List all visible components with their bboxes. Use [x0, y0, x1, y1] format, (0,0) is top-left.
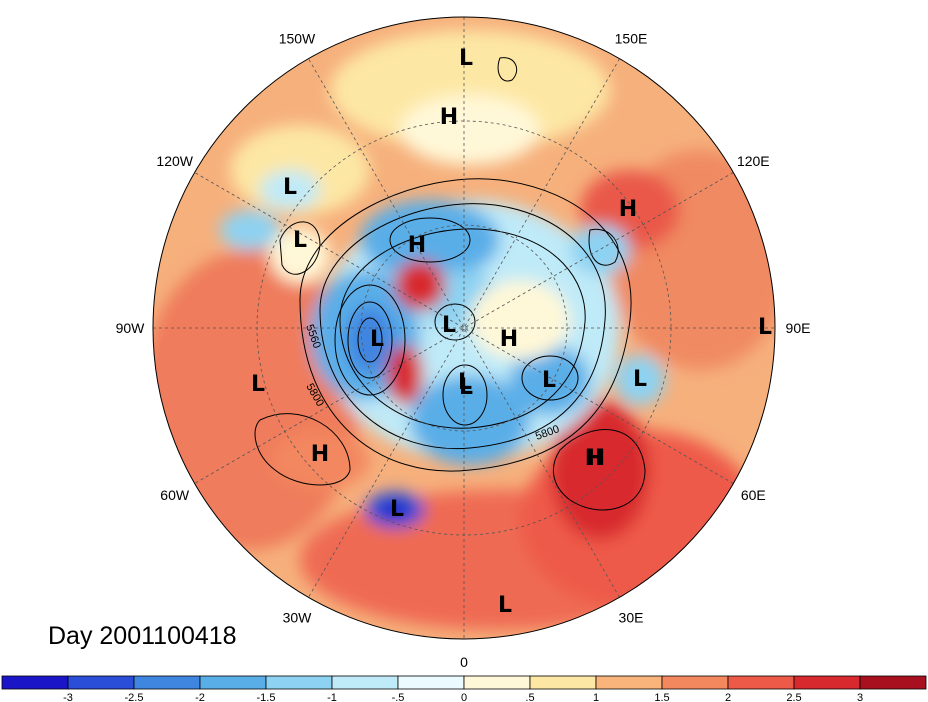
colorbar-swatch	[1, 675, 69, 690]
colorbar-tick-label: 1.5	[654, 692, 669, 702]
low-pressure-label: L	[293, 228, 307, 253]
colorbar-swatch	[331, 675, 399, 690]
colorbar-swatch	[727, 675, 795, 690]
colorbar-swatch	[595, 675, 663, 690]
colorbar-tick-label: -1	[327, 692, 337, 702]
longitude-label: 120E	[737, 153, 770, 169]
low-pressure-label: L	[633, 367, 647, 392]
high-pressure-label: H	[500, 327, 518, 352]
longitude-label: 0	[460, 654, 468, 670]
high-pressure-label: H	[585, 446, 603, 471]
low-pressure-label: L	[458, 370, 472, 395]
colorbar-tick-label: .5	[525, 692, 534, 702]
low-pressure-label: L	[390, 497, 404, 522]
longitude-label: 150W	[279, 31, 316, 47]
low-pressure-label: L	[542, 368, 556, 393]
high-pressure-label: H	[587, 446, 605, 471]
colorbar-swatch	[67, 675, 135, 690]
colorbar-swatch	[529, 675, 597, 690]
longitude-label: 30W	[283, 609, 313, 625]
longitude-label: 90E	[786, 320, 811, 336]
colorbar-tick-label: -3	[63, 692, 73, 702]
high-pressure-label: H	[440, 105, 458, 130]
graticule	[153, 17, 775, 639]
colorbar-tick-label: 1	[593, 692, 599, 702]
colorbar-tick-label: -.5	[392, 692, 405, 702]
low-pressure-label: L	[758, 315, 772, 340]
high-pressure-label: H	[408, 233, 426, 258]
low-pressure-label: L	[251, 372, 265, 397]
high-pressure-label: H	[619, 197, 637, 222]
low-pressure-label: L	[283, 175, 297, 200]
colorbar-tick-label: -1.5	[257, 692, 276, 702]
low-pressure-label: L	[459, 46, 473, 71]
colorbar-tick-label: 3	[857, 692, 863, 702]
colorbar-swatch	[793, 675, 861, 690]
colorbar-tick-label: 2.5	[786, 692, 801, 702]
colorbar-swatch	[859, 675, 927, 690]
colorbar-tick-label: 2	[725, 692, 731, 702]
longitude-label: 150E	[615, 31, 648, 47]
longitude-label: 30E	[619, 609, 644, 625]
height-contours	[254, 57, 646, 511]
low-pressure-label: L	[370, 327, 384, 352]
longitude-label: 120W	[156, 153, 193, 169]
low-pressure-label: L	[459, 375, 473, 400]
colorbar-swatch	[661, 675, 729, 690]
colorbar-tick-label: -2	[195, 692, 205, 702]
low-pressure-label: L	[498, 593, 512, 618]
map-title: Day 2001100418	[48, 622, 237, 650]
colorbar: -3 -2.5 -2 -1.5 -1 -.5 0 .5 1 1.5 2 2.5 3	[1, 675, 927, 702]
low-pressure-label: L	[442, 313, 456, 338]
colorbar-swatch	[463, 675, 531, 690]
high-pressure-label: H	[311, 442, 329, 467]
anomaly-field	[153, 17, 775, 639]
colorbar-swatch	[199, 675, 267, 690]
colorbar-swatch	[265, 675, 333, 690]
longitude-label: 60W	[160, 487, 190, 503]
colorbar-swatch	[133, 675, 201, 690]
colorbar-tick-label: -2.5	[125, 692, 144, 702]
longitude-label: 180	[452, 0, 476, 2]
longitude-label: 90W	[116, 320, 146, 336]
longitude-labels: 90E 60E 30E 0 30W 60W 90W 120W 150W 180 150E 120E	[116, 0, 811, 670]
colorbar-tick-label: 0	[461, 692, 467, 702]
longitude-label: 60E	[741, 487, 766, 503]
colorbar-swatch	[397, 675, 465, 690]
